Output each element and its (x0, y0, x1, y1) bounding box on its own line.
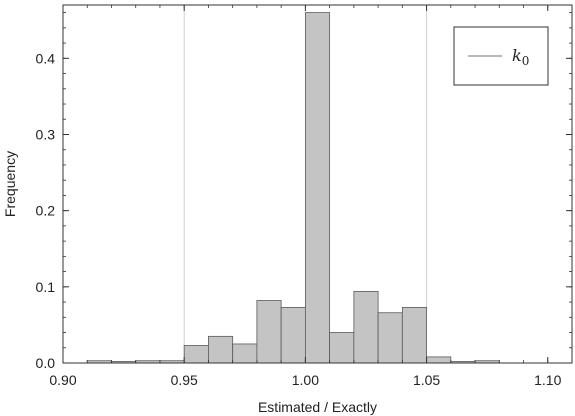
histogram-bar-10 (329, 332, 355, 364)
y-axis-ticks: 0.0 0.1 0.2 0.3 0.4 (36, 12, 572, 371)
y-tick-label-1: 0.1 (36, 279, 56, 295)
x-tick-label-2: 1.00 (292, 372, 319, 388)
y-tick-label-0: 0.0 (36, 355, 56, 371)
histogram-bar-5 (208, 335, 234, 364)
y-tick-label-3: 0.3 (36, 126, 56, 142)
histogram-bars (86, 12, 500, 364)
x-tick-label-1: 0.95 (171, 372, 198, 388)
y-tick-label-4: 0.4 (36, 50, 56, 66)
legend: k0 (453, 26, 549, 86)
histogram-bar-11 (353, 290, 379, 364)
histogram-bar-6 (232, 343, 258, 364)
x-axis-ticks: 0.90 0.95 1.00 1.05 1.10 (49, 5, 573, 388)
histogram-bar-4 (183, 345, 209, 364)
histogram-bar-7 (256, 300, 282, 364)
x-tick-label-3: 1.05 (413, 372, 440, 388)
y-tick-label-2: 0.2 (36, 203, 56, 219)
x-axis-label: Estimated / Exactly (258, 399, 377, 415)
histogram-bar-13 (401, 306, 427, 364)
histogram-bar-14 (426, 356, 452, 364)
histogram-bar-8 (280, 306, 306, 364)
histogram-bar-12 (377, 312, 403, 364)
legend-series-subscript: 0 (522, 54, 530, 68)
histogram-bar-9 (304, 12, 331, 364)
legend-entry-k0: k0 (512, 46, 529, 68)
y-axis-label: Frequency (2, 151, 18, 217)
x-tick-label-0: 0.90 (49, 372, 76, 388)
legend-series-name: k (512, 46, 522, 65)
reference-lines (183, 5, 428, 363)
x-tick-label-4: 1.10 (534, 372, 561, 388)
plot-frame (62, 4, 573, 364)
